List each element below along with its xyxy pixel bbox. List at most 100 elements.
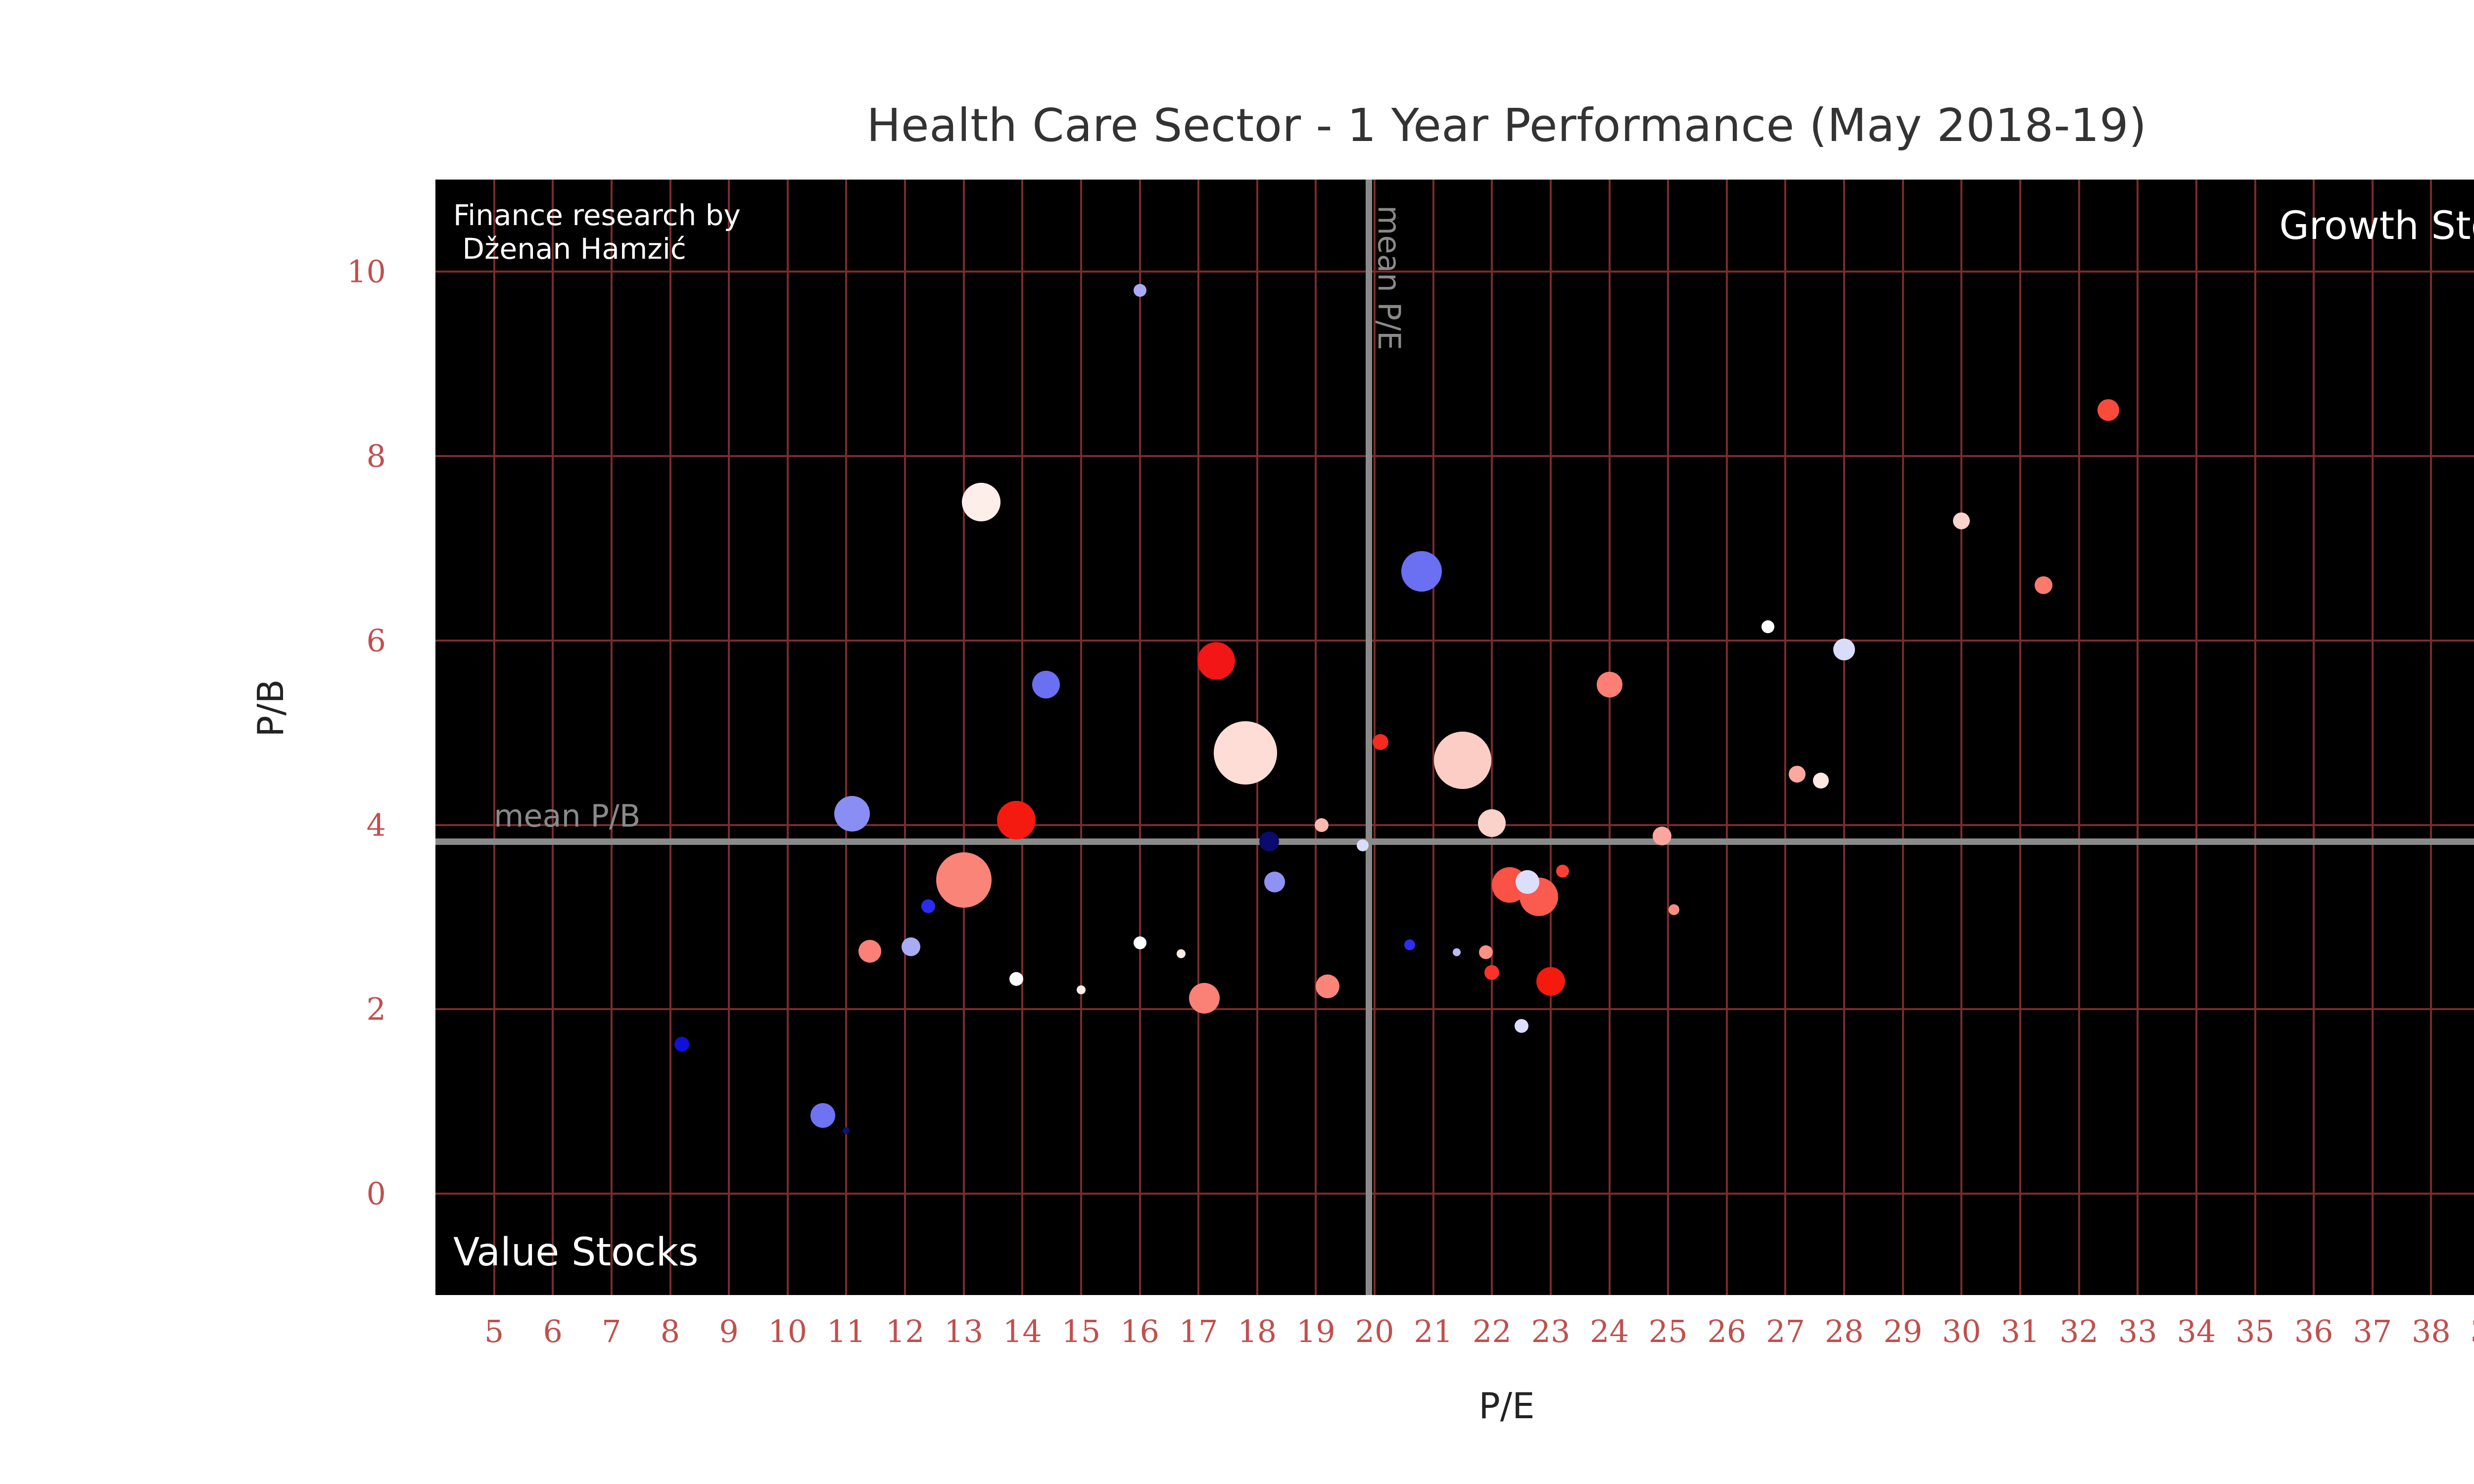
gridline-vertical xyxy=(786,180,789,1295)
x-tick-label: 6 xyxy=(543,1313,563,1349)
x-tick-label: 28 xyxy=(1824,1313,1864,1349)
x-tick-label: 24 xyxy=(1590,1313,1629,1349)
x-tick-label: 39 xyxy=(2471,1313,2474,1349)
x-tick-label: 25 xyxy=(1648,1313,1688,1349)
gridline-vertical xyxy=(1197,180,1200,1295)
x-tick-label: 31 xyxy=(2000,1313,2040,1349)
gridline-vertical xyxy=(728,180,730,1295)
x-tick-label: 22 xyxy=(1472,1313,1512,1349)
gridline-vertical xyxy=(610,180,613,1295)
value-stocks-label: Value Stocks xyxy=(453,1230,699,1275)
scatter-bubble xyxy=(1357,839,1369,851)
credit-annotation: Finance research by Dženan Hamzić xyxy=(453,198,741,266)
mean-pb-label: mean P/B xyxy=(494,798,641,835)
mean-pb-reference-line xyxy=(435,838,2474,845)
gridline-vertical xyxy=(1432,180,1434,1295)
gridline-horizontal xyxy=(435,639,2474,642)
x-tick-label: 38 xyxy=(2411,1313,2451,1349)
x-tick-label: 32 xyxy=(2059,1313,2099,1349)
scatter-bubble xyxy=(1515,870,1539,894)
scatter-bubble xyxy=(1953,512,1970,529)
gridline-vertical xyxy=(2195,180,2197,1295)
scatter-bubble xyxy=(1259,832,1279,852)
gridline-vertical xyxy=(2254,180,2256,1295)
x-tick-label: 15 xyxy=(1061,1313,1101,1349)
scatter-bubble xyxy=(1668,904,1680,915)
gridline-vertical xyxy=(2430,180,2432,1295)
scatter-bubble xyxy=(1404,939,1416,950)
gridline-vertical xyxy=(1080,180,1082,1295)
plot-area: mean P/B mean P/E Finance research by Dž… xyxy=(435,180,2474,1295)
gridline-horizontal xyxy=(435,455,2474,458)
x-tick-label: 10 xyxy=(768,1313,808,1349)
x-axis-label: P/E xyxy=(1478,1385,1535,1427)
scatter-bubble xyxy=(1514,1019,1528,1033)
scatter-bubble xyxy=(810,1103,835,1128)
gridline-vertical xyxy=(2371,180,2374,1295)
scatter-bubble xyxy=(1812,773,1829,789)
x-tick-label: 26 xyxy=(1707,1313,1747,1349)
scatter-bubble xyxy=(1189,982,1220,1014)
x-tick-label: 9 xyxy=(719,1313,739,1349)
scatter-bubble xyxy=(1316,974,1340,998)
scatter-bubble xyxy=(1133,936,1146,950)
x-tick-label: 30 xyxy=(1942,1313,1981,1349)
x-tick-label: 8 xyxy=(660,1313,680,1349)
x-tick-label: 19 xyxy=(1296,1313,1335,1349)
x-tick-label: 36 xyxy=(2294,1313,2333,1349)
x-tick-label: 33 xyxy=(2118,1313,2157,1349)
gridline-vertical xyxy=(2313,180,2315,1295)
y-tick-label: 4 xyxy=(366,807,386,843)
y-tick-label: 2 xyxy=(366,991,386,1027)
gridline-vertical xyxy=(1021,180,1024,1295)
x-tick-label: 34 xyxy=(2177,1313,2216,1349)
scatter-bubble xyxy=(901,937,920,956)
gridline-vertical xyxy=(1549,180,1552,1295)
scatter-bubble xyxy=(1076,985,1086,995)
gridline-vertical xyxy=(1725,180,1728,1295)
scatter-bubble xyxy=(1032,671,1060,699)
x-tick-label: 27 xyxy=(1766,1313,1805,1349)
y-tick-label: 0 xyxy=(366,1175,386,1212)
gridline-vertical xyxy=(845,180,848,1295)
x-tick-label: 18 xyxy=(1237,1313,1277,1349)
gridline-vertical xyxy=(904,180,906,1295)
gridline-vertical xyxy=(1960,180,1963,1295)
y-tick-label: 10 xyxy=(347,253,386,290)
gridline-horizontal xyxy=(435,1008,2474,1011)
y-tick-label: 6 xyxy=(366,622,386,659)
scatter-bubble xyxy=(936,852,992,908)
scatter-bubble xyxy=(1315,818,1329,832)
scatter-bubble xyxy=(1009,972,1024,986)
scatter-bubble xyxy=(1133,283,1146,297)
scatter-bubble xyxy=(2035,576,2053,594)
gridline-vertical xyxy=(1315,180,1317,1295)
scatter-bubble xyxy=(1434,732,1492,789)
scatter-bubble xyxy=(997,801,1036,840)
scatter-bubble xyxy=(1453,948,1461,956)
scatter-bubble xyxy=(1479,945,1493,959)
gridline-vertical xyxy=(2137,180,2139,1295)
scatter-bubble xyxy=(1761,620,1774,633)
x-tick-label: 11 xyxy=(826,1313,866,1349)
gridline-horizontal xyxy=(435,1193,2474,1195)
scatter-bubble xyxy=(1176,949,1186,959)
gridline-vertical xyxy=(669,180,671,1295)
scatter-bubble xyxy=(1653,826,1672,845)
x-tick-label: 37 xyxy=(2353,1313,2392,1349)
scatter-bubble xyxy=(1197,642,1235,680)
x-tick-label: 29 xyxy=(1883,1313,1923,1349)
x-tick-label: 16 xyxy=(1120,1313,1159,1349)
gridline-vertical xyxy=(493,180,495,1295)
scatter-bubble xyxy=(1833,639,1856,661)
x-tick-label: 20 xyxy=(1355,1313,1394,1349)
gridline-vertical xyxy=(1491,180,1493,1295)
scatter-bubble xyxy=(1264,872,1285,893)
gridline-vertical xyxy=(1608,180,1611,1295)
mean-pe-label: mean P/E xyxy=(1371,205,1408,350)
gridline-vertical xyxy=(552,180,554,1295)
scatter-bubble xyxy=(1556,864,1569,878)
scatter-bubble xyxy=(1536,967,1565,996)
x-tick-label: 12 xyxy=(885,1313,925,1349)
